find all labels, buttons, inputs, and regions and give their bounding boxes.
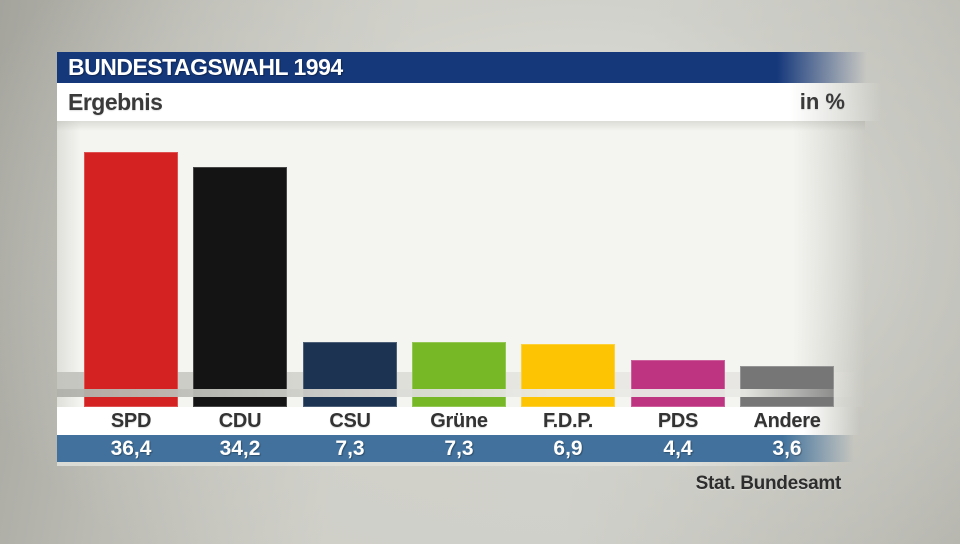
shelf-stripe [57, 389, 857, 397]
subtitle-band: Ergebnis in % [57, 83, 890, 121]
unit-label: in % [799, 89, 845, 114]
bar-value-andere: 3,6 [772, 437, 802, 460]
bar-value-grne: 7,3 [444, 437, 474, 460]
bar-csu [303, 342, 397, 407]
bar-label-grne: Grüne [430, 410, 488, 432]
value-band-edge [57, 462, 837, 466]
bar-label-csu: CSU [329, 410, 371, 432]
bar-grne [412, 342, 506, 407]
bar-label-spd: SPD [110, 410, 152, 432]
value-band [57, 435, 854, 462]
bar-value-spd: 36,4 [110, 437, 152, 460]
bar-cdu [193, 167, 287, 407]
section-label: Ergebnis [68, 89, 163, 115]
page-title: BUNDESTAGSWAHL 1994 [68, 54, 343, 80]
bar-value-pds: 4,4 [663, 437, 693, 460]
category-label-band [57, 407, 860, 435]
bar-spd [84, 152, 178, 407]
bar-label-andere: Andere [753, 410, 821, 432]
bar-fdp [521, 344, 615, 407]
bar-value-csu: 7,3 [335, 437, 365, 460]
bar-label-cdu: CDU [218, 410, 262, 432]
bar-andere [740, 366, 834, 407]
bar-label-pds: PDS [657, 410, 699, 432]
bar-pds [631, 360, 725, 407]
bar-value-fdp: 6,9 [553, 437, 583, 460]
bar-value-cdu: 34,2 [219, 437, 261, 460]
title-bar: BUNDESTAGSWAHL 1994 [57, 52, 875, 83]
source-credit: Stat. Bundesamt [695, 473, 842, 494]
bar-label-fdp: F.D.P. [542, 410, 594, 432]
